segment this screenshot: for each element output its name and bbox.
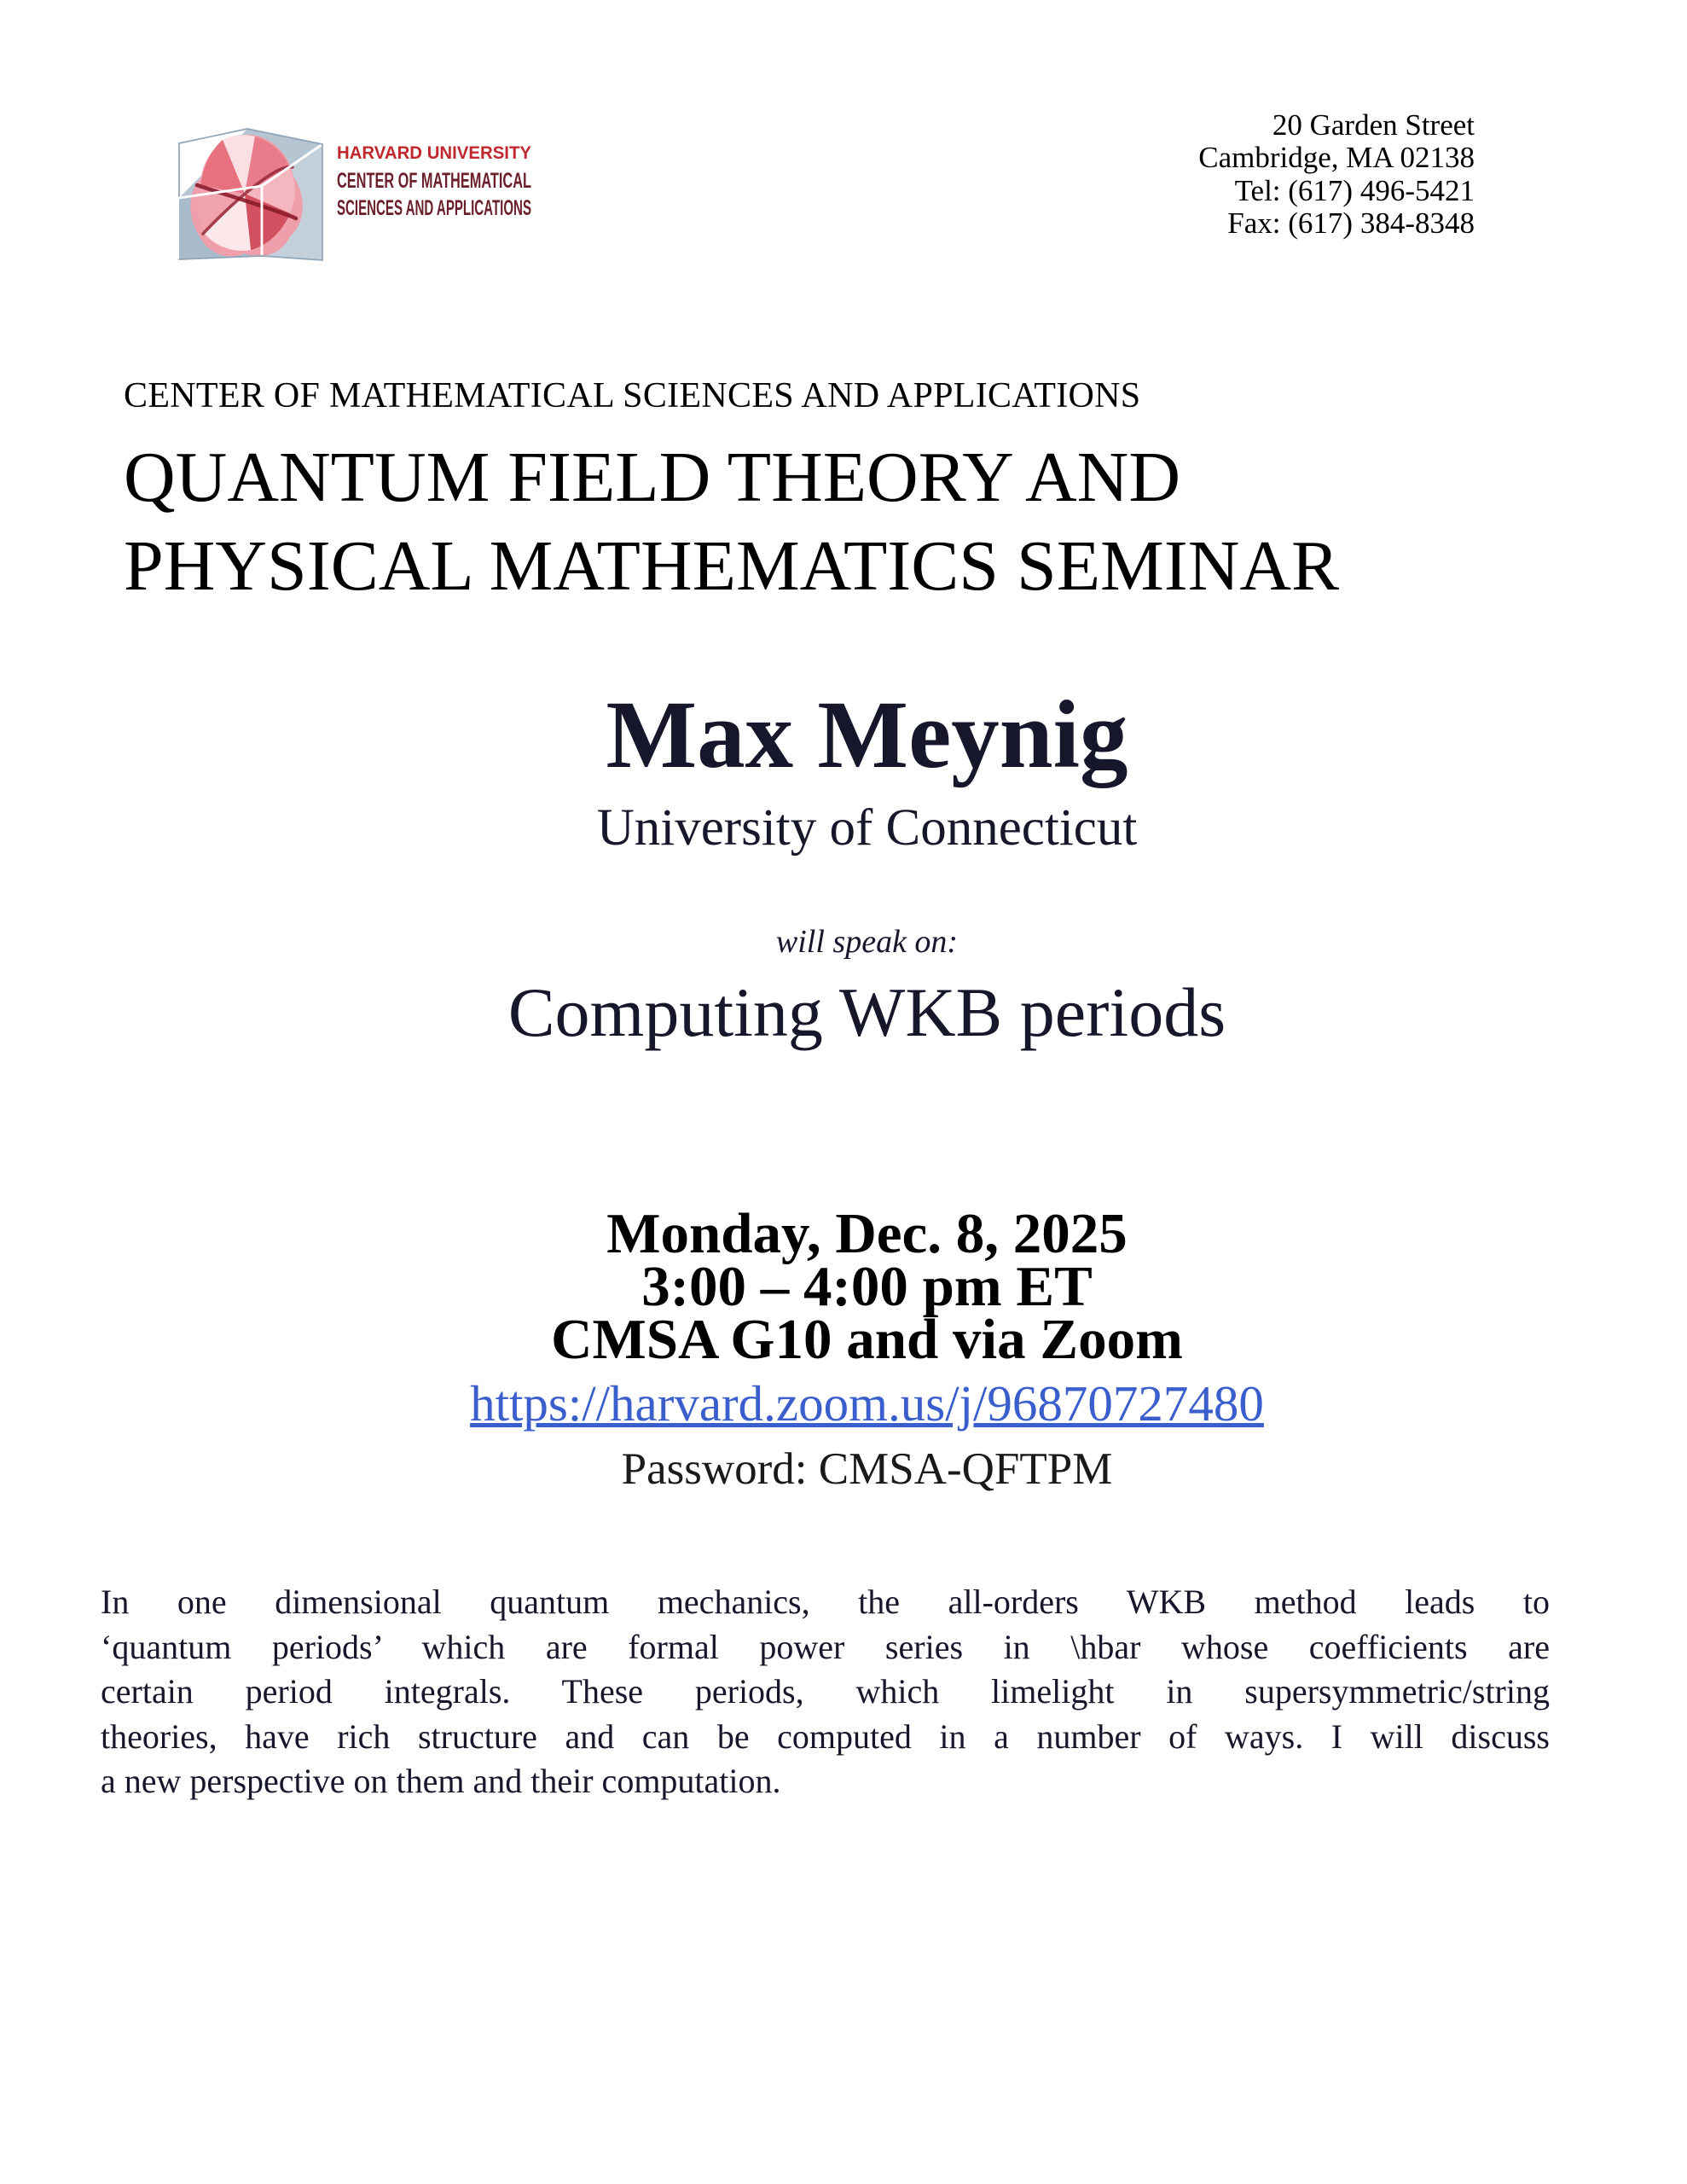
svg-text:SCIENCES AND APPLICATIONS: SCIENCES AND APPLICATIONS	[337, 196, 531, 220]
svg-text:HARVARD UNIVERSITY: HARVARD UNIVERSITY	[337, 143, 531, 163]
svg-text:CENTER OF MATHEMATICAL: CENTER OF MATHEMATICAL	[337, 169, 531, 193]
